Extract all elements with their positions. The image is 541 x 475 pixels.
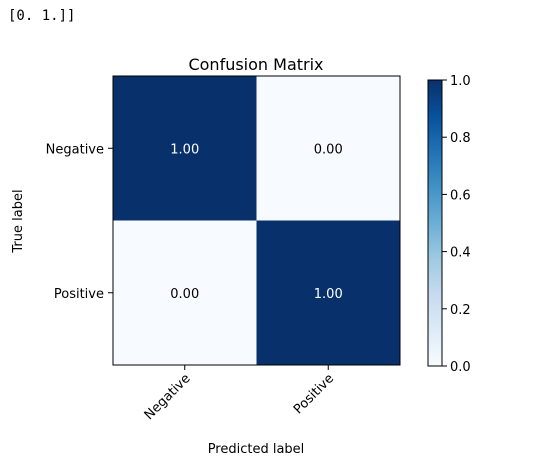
plot-frame [112, 75, 401, 366]
y-axis-label: True label [11, 189, 26, 253]
colorbar-tick-label: 0.0 [450, 360, 471, 375]
y-tick-label: Positive [54, 287, 104, 302]
cell-value-label: 1.00 [314, 287, 343, 302]
colorbar-tick-label: 0.6 [450, 188, 471, 203]
cell-value-label: 0.00 [314, 142, 343, 157]
heatmap-cell-r1-c1 [256, 220, 400, 365]
colorbar-tick-label: 0.8 [450, 131, 471, 146]
cell-value-label: 1.00 [170, 142, 199, 157]
heatmap-cells [113, 76, 400, 365]
cell-value-label: 0.00 [170, 287, 199, 302]
heatmap-cell-r0-c0 [113, 76, 257, 221]
y-tick-label: Negative [46, 142, 104, 157]
x-tick-label: Negative [142, 371, 194, 423]
colorbar-tick-label: 1.0 [450, 74, 471, 89]
heatmap-cell-r1-c0 [113, 220, 257, 365]
colorbar-tick-label: 0.2 [450, 303, 471, 318]
heatmap-cell-r0-c1 [256, 76, 400, 221]
x-tick-label: Positive [291, 371, 337, 417]
colorbar-tick-label: 0.4 [450, 246, 471, 261]
chart-title: Confusion Matrix [188, 55, 323, 74]
colorbar-ticks: 0.0 0.2 0.4 0.6 0.8 1.0 [442, 74, 471, 375]
y-axis-ticks: Negative Positive [46, 142, 113, 302]
x-axis-ticks: Negative Positive [142, 365, 337, 423]
x-axis-label: Predicted label [208, 442, 305, 457]
console-output: [0. 1.]] [8, 8, 76, 24]
colorbar [427, 79, 443, 367]
heatmap-cell-labels: 1.00 0.00 0.00 1.00 [170, 142, 342, 302]
